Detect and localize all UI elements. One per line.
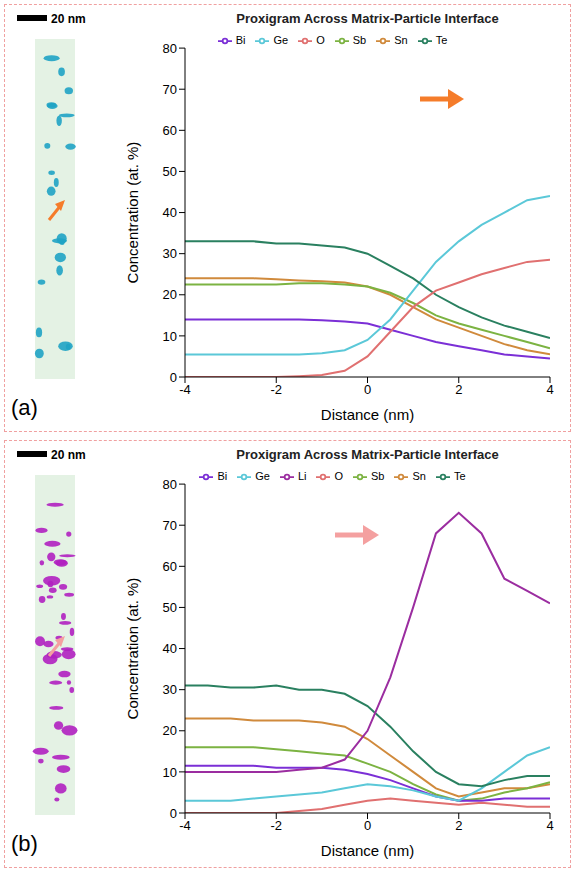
svg-text:20: 20 (163, 723, 177, 738)
svg-text:20 nm: 20 nm (51, 448, 86, 462)
html-text:Sb: Sb (371, 470, 385, 482)
html-text:Bi: Bi (217, 470, 228, 482)
svg-text:10: 10 (163, 765, 177, 780)
svg-text:80: 80 (163, 477, 177, 492)
html-text:Ge: Ge (273, 34, 289, 46)
html-text:Ge: Ge (255, 470, 270, 482)
svg-text:4: 4 (546, 382, 553, 397)
svg-text:(a): (a) (11, 395, 38, 420)
html-text:Proxigram Across Matrix-Partic: Proxigram Across Matrix-Particle Interfa… (236, 11, 499, 26)
html-text:O: O (334, 470, 343, 482)
svg-text:0: 0 (170, 370, 177, 385)
svg-text:0: 0 (170, 806, 177, 821)
html-text:Te: Te (454, 470, 466, 482)
svg-text:Concentration (at. %): Concentration (at. %) (124, 142, 141, 284)
svg-text:2: 2 (455, 382, 462, 397)
html-text:O: O (316, 34, 325, 46)
svg-text:40: 40 (163, 205, 177, 220)
svg-text:70: 70 (163, 82, 177, 97)
svg-text:Concentration (at. %): Concentration (at. %) (124, 578, 141, 720)
svg-text:10: 10 (163, 329, 177, 344)
svg-text:Distance (nm): Distance (nm) (321, 406, 414, 423)
svg-text:60: 60 (163, 559, 177, 574)
svg-text:-2: -2 (270, 382, 282, 397)
svg-text:50: 50 (163, 164, 177, 179)
svg-text:80: 80 (163, 41, 177, 56)
html-text:Li: Li (297, 470, 307, 482)
svg-text:Distance (nm): Distance (nm) (321, 842, 414, 859)
html-text:Sn: Sn (394, 34, 408, 46)
svg-text:20: 20 (163, 287, 177, 302)
html-text:Bi: Bi (235, 34, 246, 46)
svg-text:70: 70 (163, 518, 177, 533)
svg-text:4: 4 (546, 818, 553, 833)
html-text:Sn: Sn (412, 470, 426, 482)
svg-text:40: 40 (163, 641, 177, 656)
svg-text:-2: -2 (270, 818, 282, 833)
svg-text:20 nm: 20 nm (51, 12, 86, 26)
html-text:Sb: Sb (352, 34, 367, 46)
svg-text:-4: -4 (179, 818, 191, 833)
html-text:Proxigram Across Matrix-Partic: Proxigram Across Matrix-Particle Interfa… (236, 447, 499, 462)
svg-text:60: 60 (163, 123, 177, 138)
svg-text:2: 2 (455, 818, 462, 833)
svg-text:0: 0 (364, 818, 371, 833)
svg-text:0: 0 (364, 382, 371, 397)
html-text:Te: Te (435, 34, 448, 46)
svg-text:50: 50 (163, 600, 177, 615)
svg-text:30: 30 (163, 246, 177, 261)
svg-text:(b): (b) (11, 831, 38, 856)
svg-text:30: 30 (163, 682, 177, 697)
svg-text:-4: -4 (179, 382, 191, 397)
